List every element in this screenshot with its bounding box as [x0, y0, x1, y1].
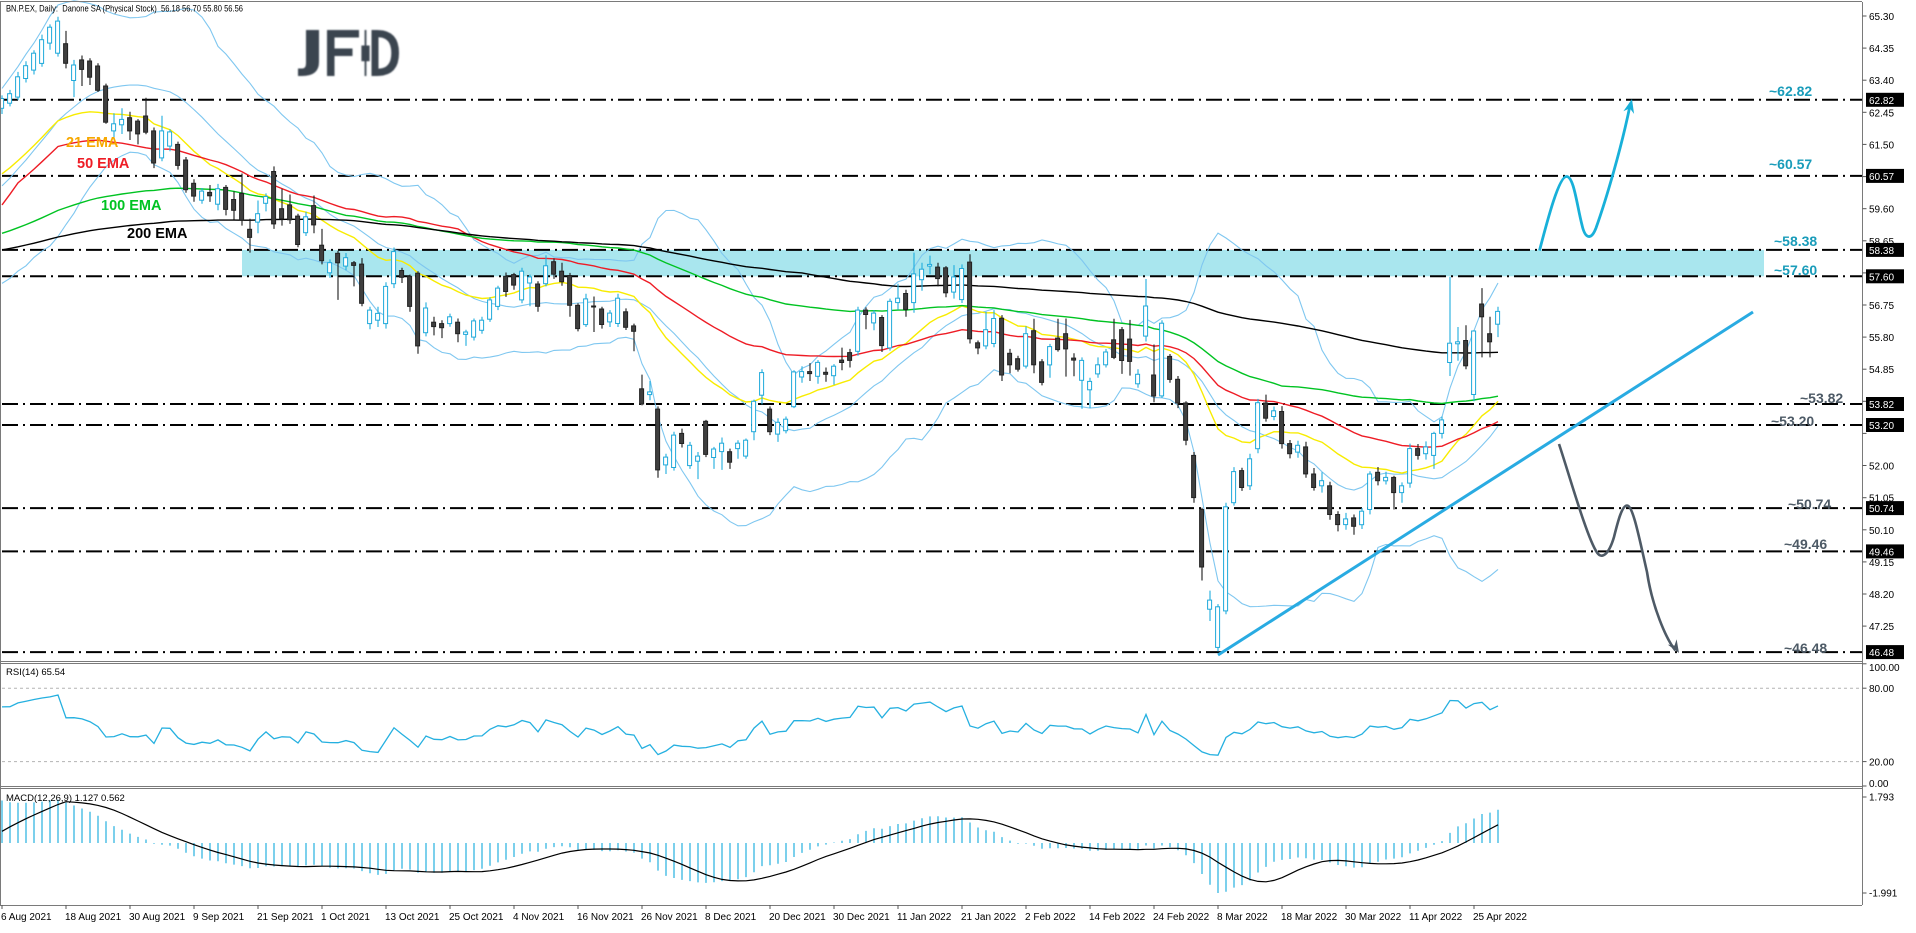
svg-text:~57.60: ~57.60 [1774, 262, 1817, 278]
svg-text:80.00: 80.00 [1869, 684, 1894, 695]
svg-text:4 Nov 2021: 4 Nov 2021 [513, 912, 565, 923]
svg-text:47.25: 47.25 [1869, 622, 1894, 633]
svg-text:21 Sep 2021: 21 Sep 2021 [257, 912, 314, 923]
svg-text:BN.P.EX, Daily: Danone SA (Ph: BN.P.EX, Daily: Danone SA (Physical Stoc… [6, 4, 243, 15]
svg-text:~58.38: ~58.38 [1774, 233, 1817, 249]
svg-text:49.46: 49.46 [1869, 547, 1894, 558]
svg-text:64.35: 64.35 [1869, 44, 1894, 55]
svg-text:18 Aug 2021: 18 Aug 2021 [65, 912, 122, 923]
svg-text:49.15: 49.15 [1869, 558, 1894, 569]
svg-text:100.00: 100.00 [1869, 663, 1900, 674]
svg-text:30 Mar 2022: 30 Mar 2022 [1345, 912, 1402, 923]
svg-text:RSI(14) 65.54: RSI(14) 65.54 [6, 667, 65, 678]
svg-text:57.60: 57.60 [1869, 272, 1894, 283]
svg-text:21 EMA: 21 EMA [66, 135, 119, 151]
svg-text:~60.57: ~60.57 [1769, 156, 1812, 172]
svg-text:58.65: 58.65 [1869, 237, 1894, 248]
svg-text:24 Feb 2022: 24 Feb 2022 [1153, 912, 1210, 923]
svg-text:62.45: 62.45 [1869, 108, 1894, 119]
svg-text:48.20: 48.20 [1869, 590, 1894, 601]
svg-text:-1.991: -1.991 [1869, 889, 1898, 900]
svg-text:51.05: 51.05 [1869, 494, 1894, 505]
svg-text:0.00: 0.00 [1869, 779, 1889, 790]
svg-text:30 Aug 2021: 30 Aug 2021 [129, 912, 186, 923]
svg-text:2 Feb 2022: 2 Feb 2022 [1025, 912, 1076, 923]
svg-text:61.50: 61.50 [1869, 140, 1894, 151]
svg-text:53.20: 53.20 [1869, 421, 1894, 432]
svg-text:25 Oct 2021: 25 Oct 2021 [449, 912, 504, 923]
svg-text:100 EMA: 100 EMA [101, 198, 162, 214]
svg-text:13 Oct 2021: 13 Oct 2021 [385, 912, 440, 923]
svg-text:59.60: 59.60 [1869, 205, 1894, 216]
svg-text:58.38: 58.38 [1869, 246, 1894, 257]
svg-text:~62.82: ~62.82 [1769, 83, 1812, 99]
svg-text:26 Nov 2021: 26 Nov 2021 [641, 912, 698, 923]
svg-text:~49.46: ~49.46 [1784, 536, 1827, 552]
svg-text:~50.74: ~50.74 [1788, 496, 1831, 512]
svg-text:50 EMA: 50 EMA [77, 156, 130, 172]
svg-text:~53.20: ~53.20 [1771, 413, 1814, 429]
svg-text:14 Feb 2022: 14 Feb 2022 [1089, 912, 1146, 923]
svg-text:1.793: 1.793 [1869, 793, 1894, 804]
svg-text:54.85: 54.85 [1869, 365, 1894, 376]
svg-text:11 Jan 2022: 11 Jan 2022 [897, 912, 952, 923]
svg-text:20.00: 20.00 [1869, 758, 1894, 769]
svg-text:55.80: 55.80 [1869, 333, 1894, 344]
svg-text:8 Mar 2022: 8 Mar 2022 [1217, 912, 1268, 923]
svg-text:65.30: 65.30 [1869, 12, 1894, 23]
svg-text:50.10: 50.10 [1869, 526, 1894, 537]
svg-text:46.48: 46.48 [1869, 648, 1894, 659]
svg-text:1 Oct 2021: 1 Oct 2021 [321, 912, 370, 923]
svg-text:53.82: 53.82 [1869, 400, 1894, 411]
svg-text:30 Dec 2021: 30 Dec 2021 [833, 912, 890, 923]
svg-text:52.00: 52.00 [1869, 462, 1894, 473]
svg-text:MACD(12,26,9) 1.127 0.562: MACD(12,26,9) 1.127 0.562 [6, 793, 125, 804]
svg-text:63.40: 63.40 [1869, 76, 1894, 87]
svg-text:21 Jan 2022: 21 Jan 2022 [961, 912, 1016, 923]
svg-text:~53.82: ~53.82 [1800, 390, 1843, 406]
svg-text:18 Mar 2022: 18 Mar 2022 [1281, 912, 1338, 923]
svg-text:50.74: 50.74 [1869, 504, 1894, 515]
svg-text:9 Sep 2021: 9 Sep 2021 [193, 912, 245, 923]
svg-text:8 Dec 2021: 8 Dec 2021 [705, 912, 757, 923]
svg-text:11 Apr 2022: 11 Apr 2022 [1409, 912, 1463, 923]
svg-text:60.57: 60.57 [1869, 172, 1894, 183]
svg-text:56.75: 56.75 [1869, 301, 1894, 312]
svg-text:20 Dec 2021: 20 Dec 2021 [769, 912, 826, 923]
svg-text:25 Apr 2022: 25 Apr 2022 [1473, 912, 1527, 923]
svg-text:6 Aug 2021: 6 Aug 2021 [1, 912, 52, 923]
svg-text:62.82: 62.82 [1869, 96, 1894, 107]
svg-text:200 EMA: 200 EMA [127, 226, 188, 242]
svg-text:~46.48: ~46.48 [1784, 640, 1827, 656]
svg-text:16 Nov 2021: 16 Nov 2021 [577, 912, 634, 923]
